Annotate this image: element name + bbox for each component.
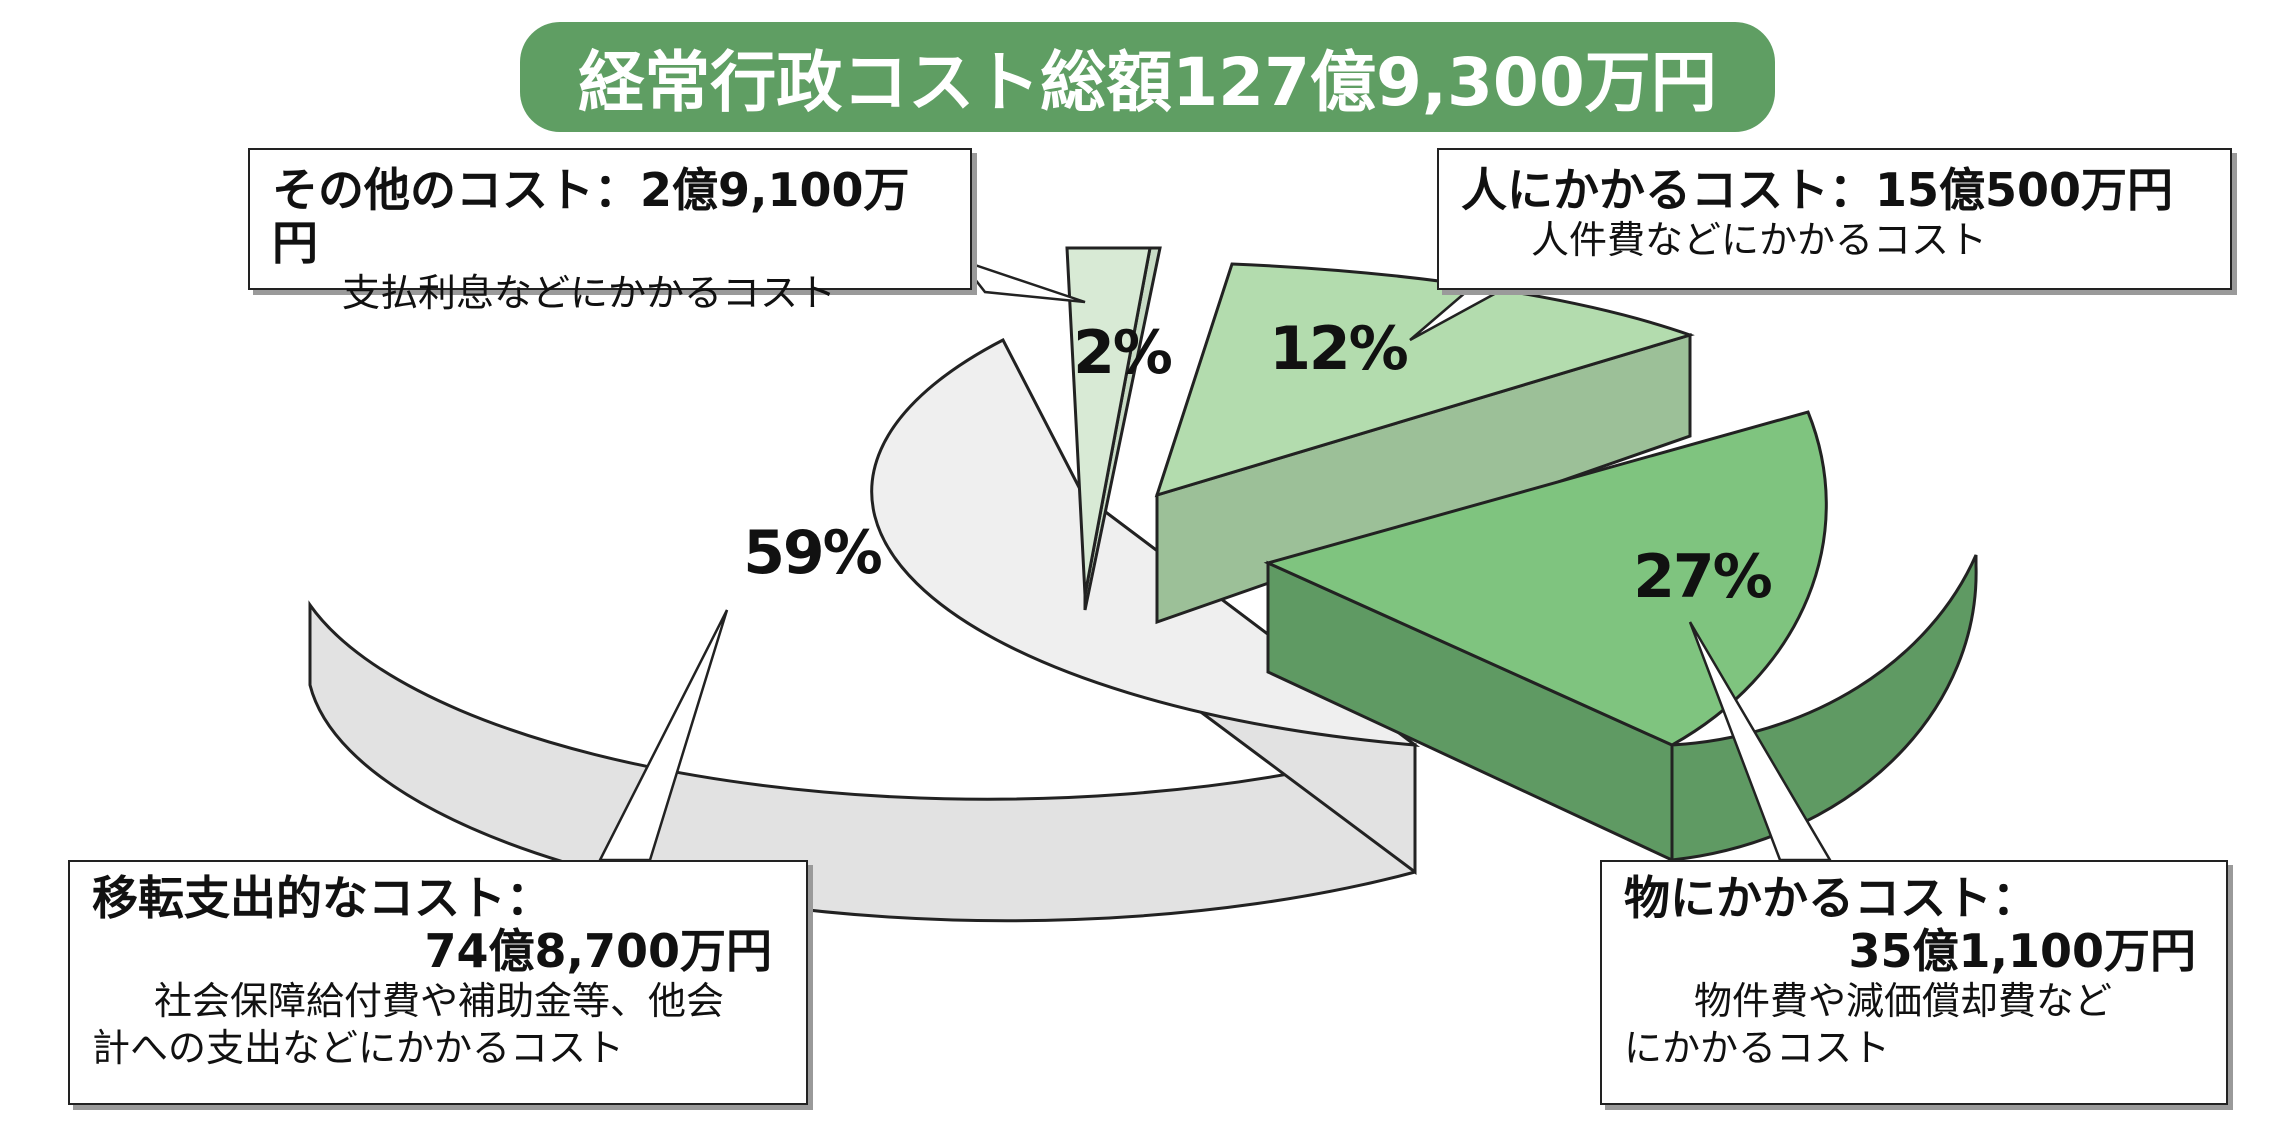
callout-other-head: その他のコスト：2億9,100万円 — [272, 163, 910, 270]
slice-goods-top — [1263, 410, 1828, 747]
pct-label-personnel: 12% — [1269, 314, 1407, 384]
chart-title: 経常行政コスト総額127億9,300万円 — [520, 22, 1775, 132]
callout-goods-head1: 物にかかるコスト： — [1624, 871, 2038, 925]
callout-transfer: 移転支出的なコスト： 74億8,700万円 社会保障給付費や補助金等、他会 計へ… — [68, 860, 808, 1105]
pct-label-goods: 27% — [1633, 542, 1771, 612]
leader-lines — [597, 257, 1833, 862]
callout-other-sub: 支払利息などにかかるコスト — [342, 270, 837, 315]
callout-transfer-sub2: 計への支出などにかかるコスト — [92, 1026, 625, 1071]
slice-personnel — [1154, 262, 1695, 625]
leader-other — [956, 257, 1086, 304]
callout-transfer-head1: 移転支出的なコスト： — [92, 871, 552, 925]
slice-transfer-side — [308, 600, 1417, 923]
callout-personnel: 人にかかるコスト：15億500万円 人件費などにかかるコスト — [1437, 148, 2232, 290]
callout-goods-head2: 35億1,100万円 — [1848, 923, 2196, 978]
callout-transfer-head2: 74億8,700万円 — [424, 923, 772, 978]
slice-other-top — [1065, 246, 1152, 596]
callout-goods-sub2: にかかるコスト — [1624, 1026, 1891, 1071]
callout-other: その他のコスト：2億9,100万円 支払利息などにかかるコスト — [248, 148, 972, 315]
pct-label-other: 2% — [1073, 318, 1172, 388]
callout-transfer-sub1: 社会保障給付費や補助金等、他会 — [154, 978, 725, 1023]
callout-goods: 物にかかるコスト： 35億1,100万円 物件費や減価償却費など にかかるコスト — [1600, 860, 2228, 1105]
slice-other — [1065, 246, 1162, 611]
callout-personnel-sub: 人件費などにかかるコスト — [1531, 217, 1988, 262]
callout-goods-sub1: 物件費や減価償却費など — [1694, 978, 2113, 1023]
pct-label-transfer: 59% — [743, 518, 881, 588]
callout-personnel-head: 人にかかるコスト：15億500万円 — [1461, 163, 2174, 217]
